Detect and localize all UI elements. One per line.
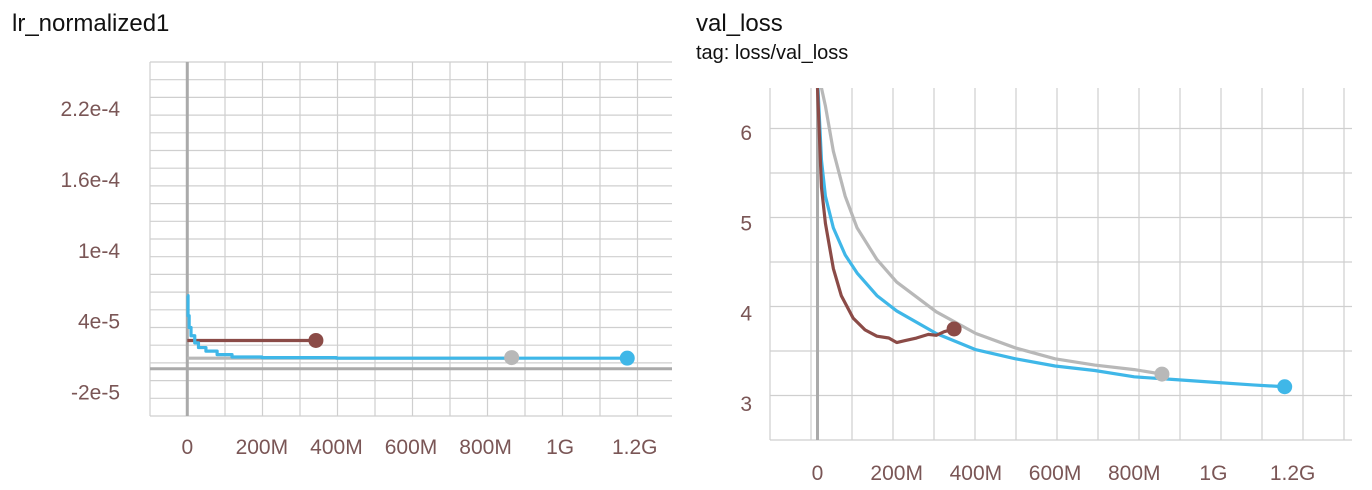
x-tick-label: 1.2G (612, 436, 658, 459)
y-tick-label: 3 (740, 393, 752, 416)
y-tick-label: 5 (740, 212, 752, 235)
x-tick-label: 1G (546, 436, 574, 459)
chart-title-lr-normalized: lr_normalized1 (12, 10, 170, 37)
x-tick-label: 1G (1199, 462, 1227, 485)
x-tick-label: 400M (950, 462, 1003, 485)
y-tick-label: 2.2e-4 (60, 98, 120, 121)
x-tick-label: 600M (1029, 462, 1082, 485)
x-tick-label: 0 (812, 462, 824, 485)
x-tick-label: 800M (1108, 462, 1161, 485)
y-tick-label: -2e-5 (71, 381, 120, 404)
series-line-blue (186, 294, 628, 360)
x-tick-label: 400M (310, 436, 363, 459)
grid (769, 88, 1352, 441)
y-tick-label: 1e-4 (78, 240, 120, 263)
chart-subtitle-val-loss: tag: loss/val_loss (696, 42, 849, 64)
x-tick-label: 600M (385, 436, 438, 459)
x-tick-label: 200M (236, 436, 289, 459)
y-tick-label: 4 (740, 303, 752, 326)
endpoint-marker-brown (946, 321, 962, 337)
series-line-blue (816, 88, 1285, 389)
y-tick-label: 4e-5 (78, 311, 120, 334)
x-tick-label: 0 (181, 436, 193, 459)
y-tick-label: 6 (740, 122, 752, 145)
endpoint-marker-brown (308, 332, 324, 348)
series-line-gray (819, 88, 1163, 376)
endpoint-marker-blue (1277, 379, 1293, 395)
x-tick-label: 1.2G (1270, 462, 1316, 485)
series-line-brown (815, 88, 955, 345)
chart-title-val-loss: val_loss (696, 10, 783, 37)
endpoint-marker-gray (504, 350, 520, 366)
x-tick-label: 800M (459, 436, 512, 459)
x-tick-label: 200M (870, 462, 923, 485)
endpoint-marker-gray (1154, 366, 1170, 382)
endpoint-marker-blue (619, 350, 635, 366)
y-tick-label: 1.6e-4 (60, 169, 120, 192)
